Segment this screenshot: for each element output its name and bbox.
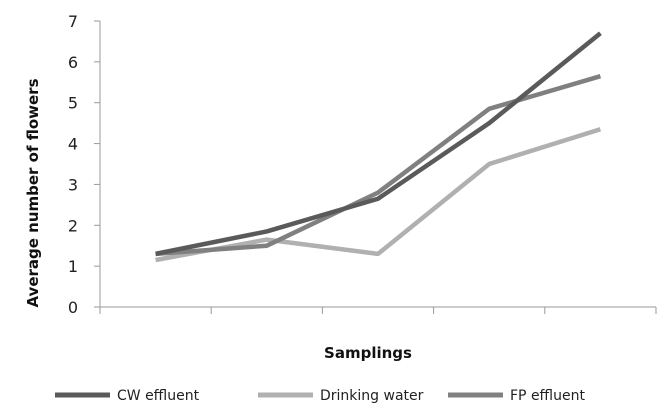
y-axis-title: Average number of flowers xyxy=(24,78,42,307)
y-tick-label: 7 xyxy=(68,12,78,31)
x-axis-title: Samplings xyxy=(324,344,412,362)
legend-label: CW effluent xyxy=(117,388,200,404)
y-tick-label: 4 xyxy=(68,135,78,154)
series-line-cw-effluent xyxy=(155,31,602,257)
series-layer xyxy=(155,31,602,263)
y-tick-label: 3 xyxy=(68,175,78,194)
y-tick-label: 5 xyxy=(68,94,78,113)
y-tick-label: 0 xyxy=(68,298,78,317)
y-tick-label: 1 xyxy=(68,257,78,276)
legend: CW effluent Drinking water FP effluent xyxy=(55,388,585,404)
y-tick-label: 6 xyxy=(68,53,78,72)
legend-label: Drinking water xyxy=(320,388,424,404)
y-tick-label: 2 xyxy=(68,216,78,235)
axes: 0 1 2 3 4 5 6 7 xyxy=(68,12,657,317)
legend-label: FP effluent xyxy=(510,388,585,404)
series-line-fp-effluent xyxy=(155,73,602,257)
